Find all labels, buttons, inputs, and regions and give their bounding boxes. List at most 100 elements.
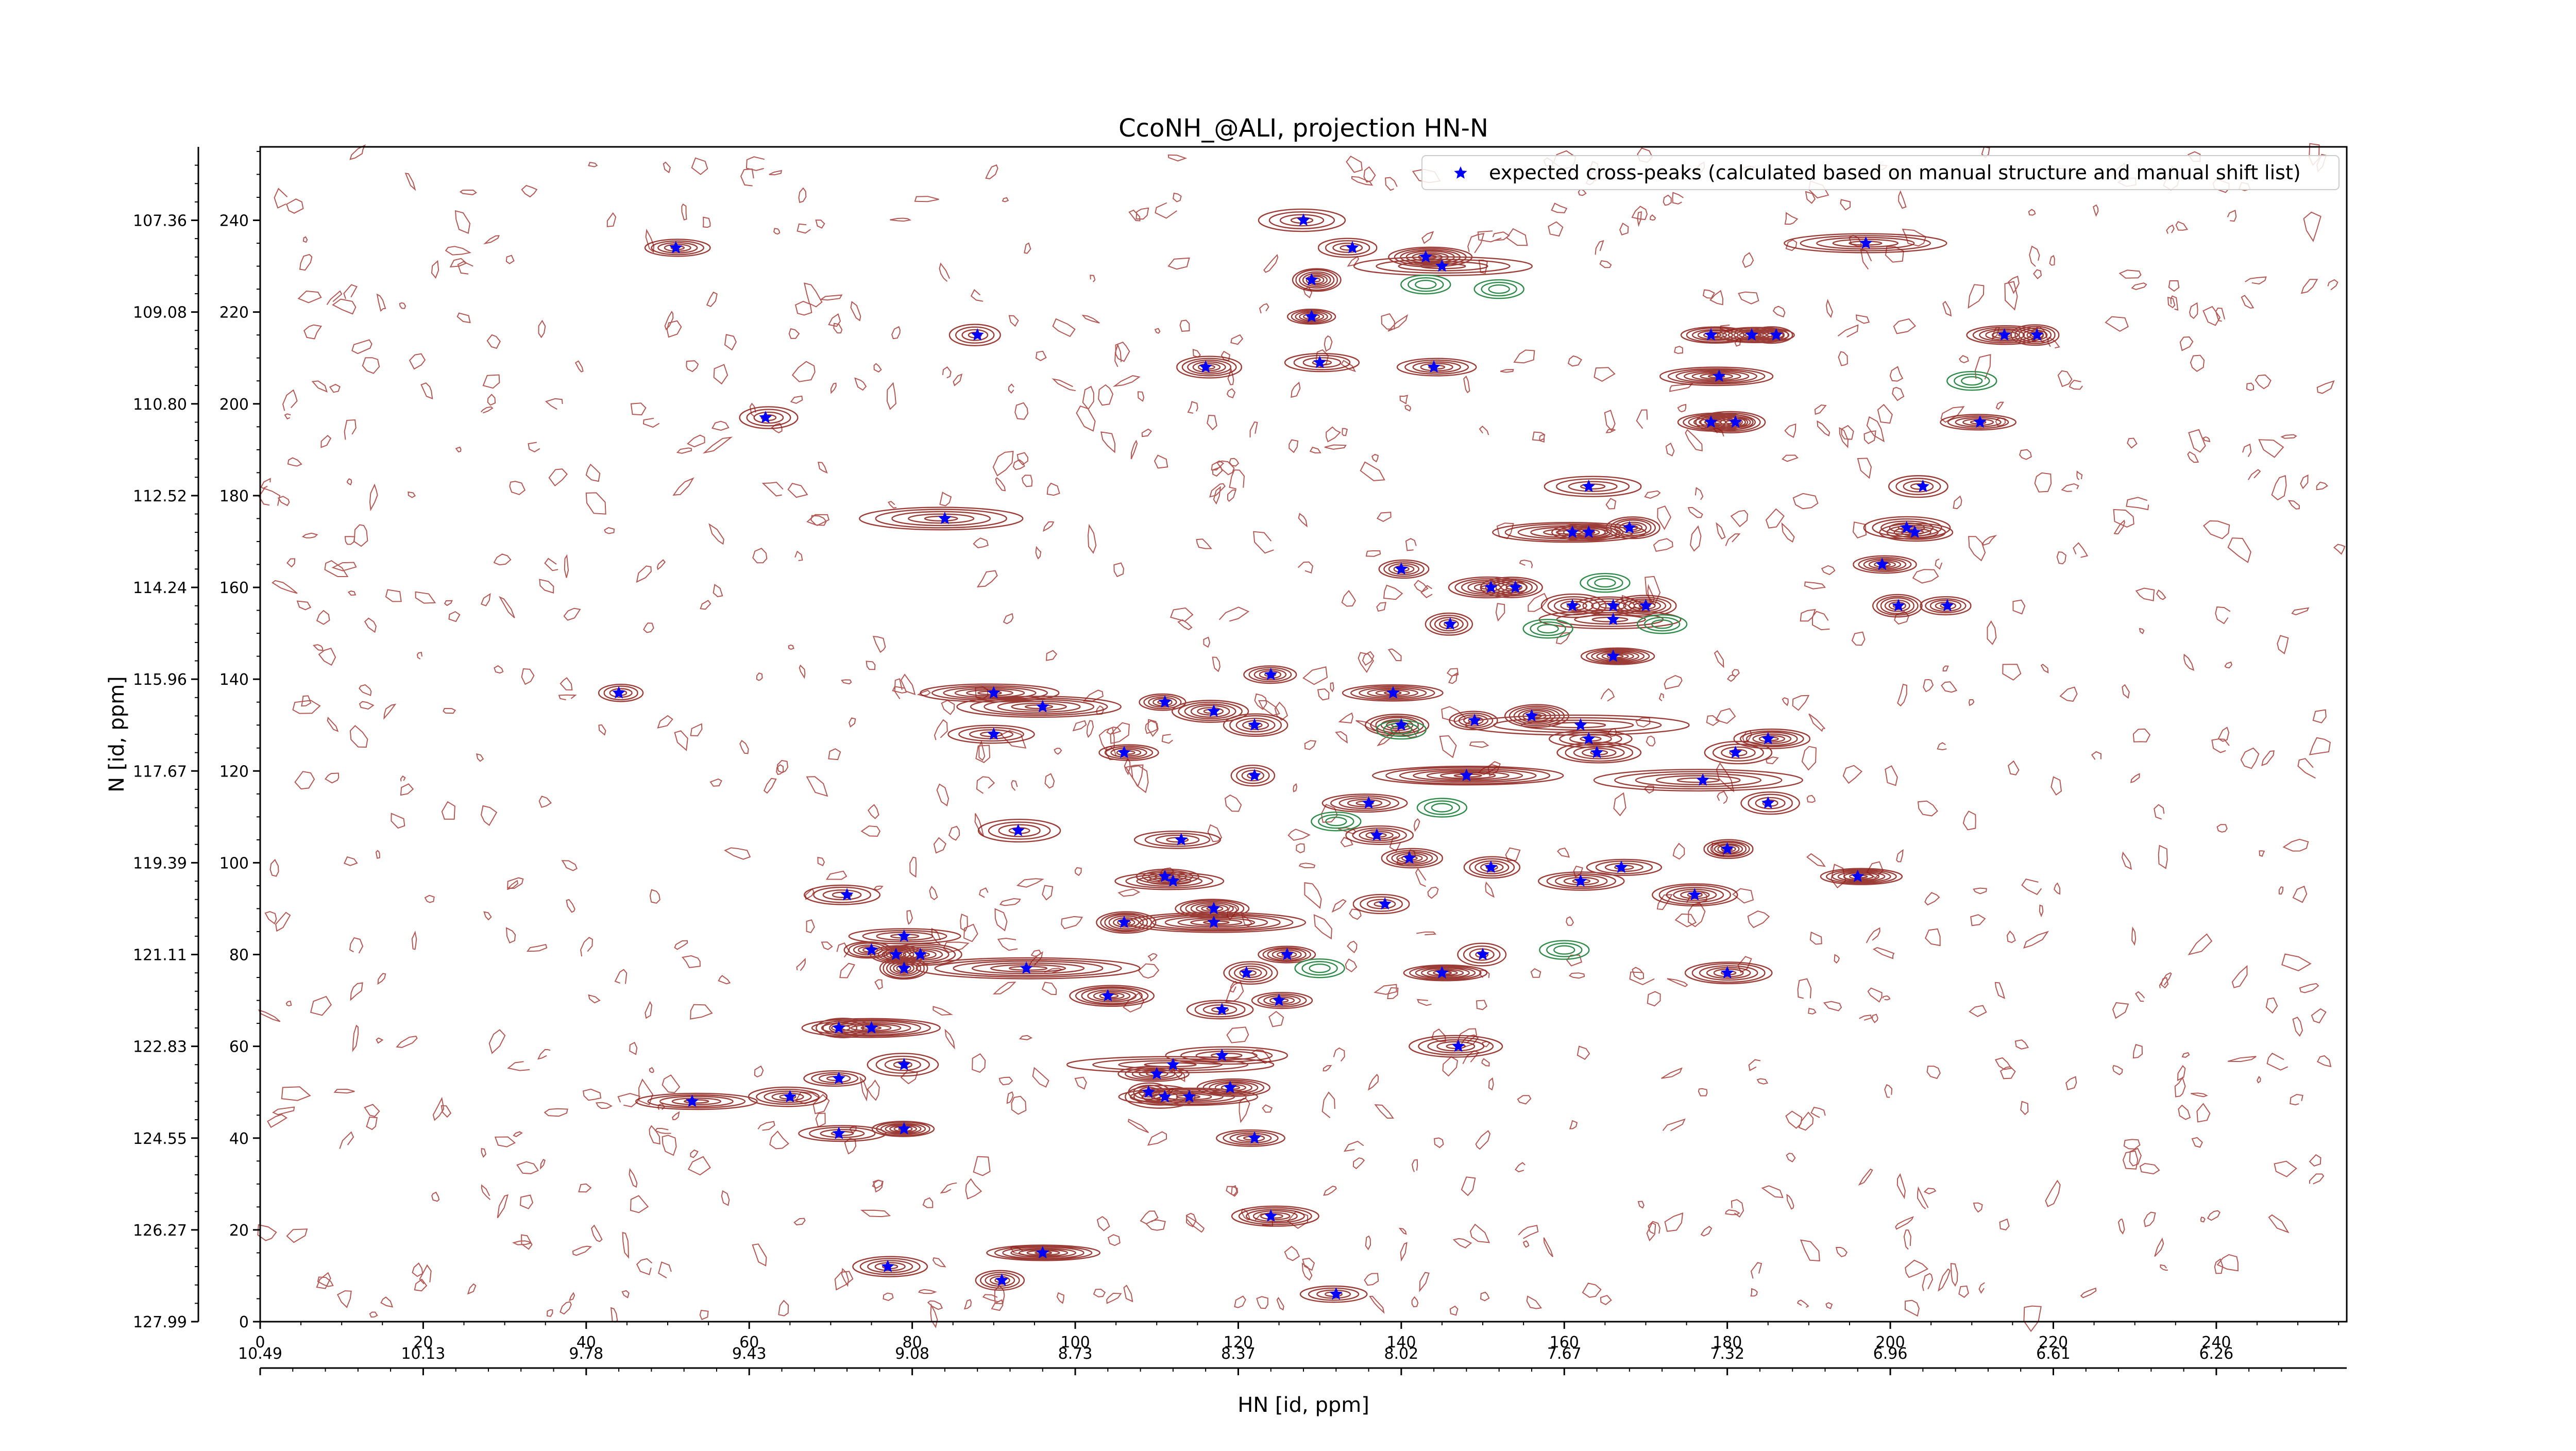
expected-cross-peak-point bbox=[1305, 310, 1318, 323]
expected-cross-peak-point bbox=[1036, 700, 1049, 713]
expected-cross-peak-point bbox=[897, 929, 911, 942]
expected-cross-peak-point bbox=[1582, 525, 1596, 538]
expected-cross-peak-point bbox=[1509, 580, 1522, 593]
y-ppm-tick-label: 119.39 bbox=[133, 854, 187, 872]
y-ppm-tick-label: 127.99 bbox=[133, 1313, 187, 1331]
expected-cross-peak-point bbox=[759, 411, 772, 424]
data-points-layer bbox=[612, 213, 2044, 1300]
peak-contours bbox=[598, 208, 2060, 1303]
y-index-tick-label: 160 bbox=[219, 579, 249, 597]
x-ppm-tick-label: 9.43 bbox=[732, 1345, 767, 1363]
expected-cross-peak-point bbox=[1606, 649, 1620, 662]
expected-cross-peak-point bbox=[1713, 369, 1726, 382]
expected-cross-peak-point bbox=[1728, 415, 1742, 428]
plot-frame bbox=[259, 146, 2348, 1323]
expected-cross-peak-point bbox=[783, 1090, 796, 1103]
expected-cross-peak-point bbox=[1728, 746, 1742, 758]
x-ppm-tick-label: 9.08 bbox=[895, 1345, 929, 1363]
expected-cross-peak-point bbox=[1395, 562, 1408, 575]
expected-cross-peak-point bbox=[1386, 686, 1400, 699]
expected-cross-peak-point bbox=[1566, 525, 1579, 538]
expected-cross-peak-point bbox=[1582, 732, 1596, 745]
expected-cross-peak-point bbox=[1313, 356, 1327, 368]
expected-cross-peak-point bbox=[1770, 328, 1783, 341]
expected-cross-peak-point bbox=[1207, 704, 1221, 717]
expected-cross-peak-point bbox=[1696, 773, 1709, 786]
x-ppm-tick-label: 7.67 bbox=[1547, 1345, 1582, 1363]
y-ppm-tick-label: 109.08 bbox=[133, 304, 187, 322]
expected-cross-peak-point bbox=[889, 948, 903, 960]
expected-cross-peak-point bbox=[1859, 236, 1873, 249]
legend-label: expected cross-peaks (calculated based o… bbox=[1489, 161, 2301, 184]
expected-cross-peak-point bbox=[1264, 1209, 1278, 1222]
expected-cross-peak-point bbox=[1574, 718, 1587, 731]
expected-cross-peak-point bbox=[1207, 902, 1221, 915]
expected-cross-peak-point bbox=[1451, 1039, 1465, 1052]
expected-cross-peak-point bbox=[1435, 966, 1449, 978]
expected-cross-peak-point bbox=[1264, 667, 1278, 680]
x-index-tick-label: 40 bbox=[577, 1334, 596, 1352]
expected-cross-peak-point bbox=[1240, 966, 1253, 978]
expected-cross-peak-point bbox=[1444, 617, 1457, 630]
x-index-tick-label: 60 bbox=[739, 1334, 759, 1352]
negative-contours bbox=[1294, 275, 1997, 978]
expected-cross-peak-point bbox=[685, 1094, 699, 1107]
expected-cross-peak-point bbox=[1020, 961, 1033, 974]
y-index-tick-label: 60 bbox=[229, 1038, 249, 1056]
expected-cross-peak-point bbox=[1248, 1131, 1261, 1144]
expected-cross-peak-point bbox=[1346, 241, 1359, 254]
expected-cross-peak-point bbox=[1395, 718, 1408, 731]
x-ppm-tick-label: 6.96 bbox=[1873, 1345, 1908, 1363]
y-ppm-tick-label: 112.52 bbox=[133, 487, 187, 505]
expected-cross-peak-point bbox=[1606, 613, 1620, 626]
expected-cross-peak-point bbox=[897, 1122, 911, 1135]
expected-cross-peak-point bbox=[832, 1071, 845, 1084]
expected-cross-peak-point bbox=[1484, 580, 1498, 593]
expected-cross-peak-point bbox=[1582, 479, 1596, 492]
expected-cross-peak-point bbox=[1158, 869, 1172, 882]
x-index-tick-label: 80 bbox=[903, 1334, 922, 1352]
expected-cross-peak-point bbox=[1574, 874, 1587, 887]
legend-marker bbox=[1454, 166, 1467, 179]
x-index-tick-label: 0 bbox=[255, 1334, 265, 1352]
expected-cross-peak-point bbox=[832, 1021, 845, 1034]
expected-cross-peak-point bbox=[1704, 415, 1718, 428]
y-index-tick-label: 240 bbox=[219, 212, 249, 230]
x-index-tick-label: 240 bbox=[2201, 1334, 2231, 1352]
y-ppm-tick-label: 124.55 bbox=[133, 1130, 187, 1148]
expected-cross-peak-point bbox=[1468, 714, 1481, 727]
expected-cross-peak-point bbox=[1615, 861, 1628, 873]
expected-cross-peak-point bbox=[1101, 989, 1114, 1002]
legend: expected cross-peaks (calculated based o… bbox=[1421, 155, 2340, 190]
expected-cross-peak-point bbox=[1280, 948, 1294, 960]
y-ppm-tick-label: 122.83 bbox=[133, 1038, 187, 1056]
expected-cross-peak-point bbox=[1892, 599, 1905, 612]
expected-cross-peak-point bbox=[938, 512, 952, 525]
expected-cross-peak-point bbox=[832, 1126, 845, 1139]
y-index-tick-label: 80 bbox=[229, 947, 249, 965]
expected-cross-peak-point bbox=[1215, 1049, 1229, 1061]
expected-cross-peak-point bbox=[1435, 259, 1449, 272]
y-index-tick-label: 120 bbox=[219, 763, 249, 781]
x-ppm-tick-label: 8.37 bbox=[1221, 1345, 1256, 1363]
expected-cross-peak-point bbox=[1215, 1003, 1229, 1016]
expected-cross-peak-point bbox=[2030, 328, 2044, 341]
expected-cross-peak-point bbox=[1036, 1246, 1049, 1259]
expected-cross-peak-point bbox=[1297, 213, 1310, 226]
legend-box bbox=[1421, 155, 2340, 190]
x-ppm-tick-label: 6.61 bbox=[2036, 1345, 2071, 1363]
expected-cross-peak-point bbox=[1916, 479, 1930, 492]
expected-cross-peak-point bbox=[1158, 1090, 1172, 1103]
expected-cross-peak-point bbox=[1900, 520, 1913, 533]
expected-cross-peak-point bbox=[1403, 851, 1416, 864]
expected-cross-peak-point bbox=[1223, 1081, 1237, 1093]
x-index-tick-label: 120 bbox=[1224, 1334, 1253, 1352]
expected-cross-peak-point bbox=[1117, 746, 1131, 758]
x-index-tick-label: 100 bbox=[1060, 1334, 1090, 1352]
expected-cross-peak-point bbox=[1370, 828, 1384, 841]
expected-cross-peak-point bbox=[1606, 599, 1620, 612]
expected-cross-peak-point bbox=[1329, 1287, 1343, 1300]
expected-cross-peak-point bbox=[1460, 768, 1473, 781]
